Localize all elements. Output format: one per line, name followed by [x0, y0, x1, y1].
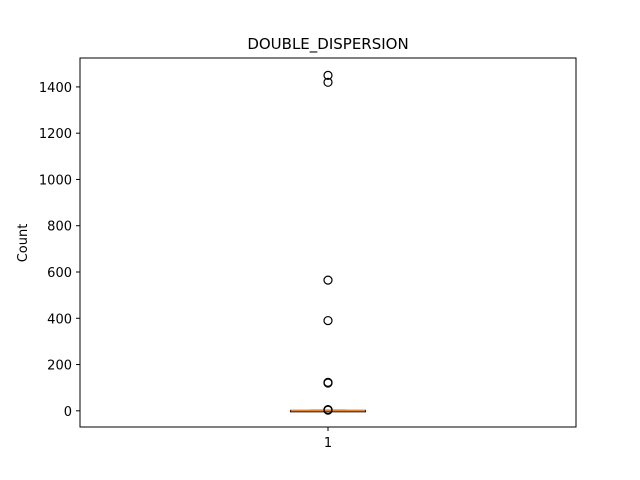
y-axis: 0 200 400 600 800 1000 1200 1400 — [39, 81, 80, 420]
plot-area — [79, 57, 577, 428]
x-axis: 1 — [324, 427, 332, 451]
y-tick-label: 0 — [64, 405, 72, 420]
outlier-point — [323, 70, 333, 80]
y-tick-label: 1200 — [39, 127, 72, 142]
outlier-point — [323, 275, 333, 285]
y-tick-label: 200 — [47, 359, 72, 374]
y-tick-label: 800 — [47, 220, 72, 235]
outlier-point — [323, 378, 333, 388]
boxes — [290, 70, 366, 415]
outlier-point — [323, 315, 333, 326]
y-tick-label: 600 — [47, 266, 72, 281]
x-tick-label: 1 — [324, 436, 332, 451]
y-axis-label: Count — [16, 224, 31, 263]
y-tick-label: 400 — [47, 312, 72, 327]
outlier-point — [323, 405, 333, 415]
outlier-point — [323, 77, 333, 87]
y-tick-label: 1000 — [39, 173, 72, 188]
y-tick-label: 1400 — [39, 81, 72, 96]
chart-title: DOUBLE_DISPERSION — [247, 35, 408, 54]
